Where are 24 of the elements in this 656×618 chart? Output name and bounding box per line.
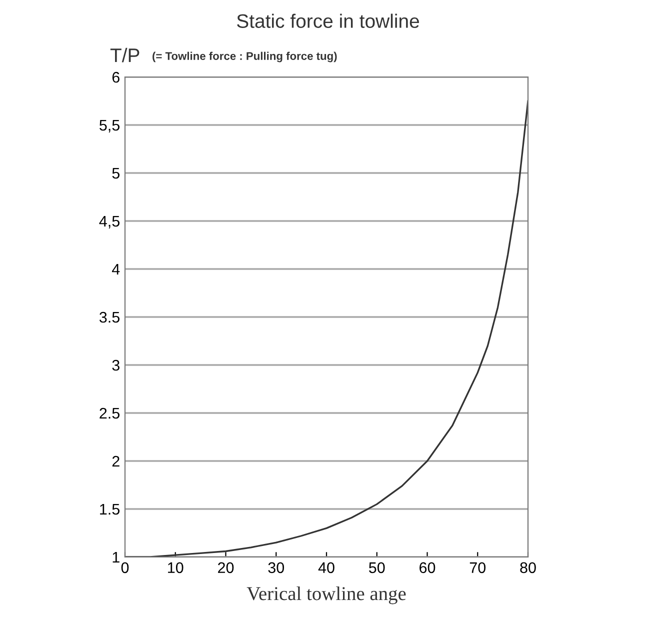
x-tick-label: 20 — [218, 562, 234, 574]
y-tick-label: 2.5 — [100, 408, 120, 419]
text: (= Towline force : Pulling force tug) — [152, 52, 337, 62]
y-tick-label: 5 — [112, 168, 120, 179]
x-tick-label: 30 — [268, 562, 284, 574]
x-tick-label: 70 — [470, 562, 486, 574]
y-tick-label: 6 — [112, 72, 120, 83]
x-tick-label: 10 — [168, 562, 184, 574]
x-tick-label: 60 — [420, 562, 436, 574]
y-tick-label: 4,5 — [99, 216, 120, 228]
y-tick-label: 4 — [112, 264, 120, 275]
y-tick-label: 1 — [112, 552, 120, 563]
y-tick-label: 2 — [112, 456, 120, 467]
y-tick-label: 3.5 — [99, 312, 120, 323]
y-tick-label: 1.5 — [100, 504, 120, 515]
x-tick-label: 40 — [318, 562, 334, 574]
y-tick-label: 3 — [112, 360, 120, 371]
x-tick-label: 0 — [121, 562, 129, 574]
x-axis-title: Verical towline ange — [246, 586, 406, 604]
chart-title: Static force in towline — [237, 14, 420, 28]
y-tick-label: 5,5 — [100, 120, 120, 132]
x-tick-label: 80 — [520, 562, 536, 574]
x-tick-label: 50 — [368, 562, 385, 574]
y-axis-title: T/P — [110, 48, 140, 62]
